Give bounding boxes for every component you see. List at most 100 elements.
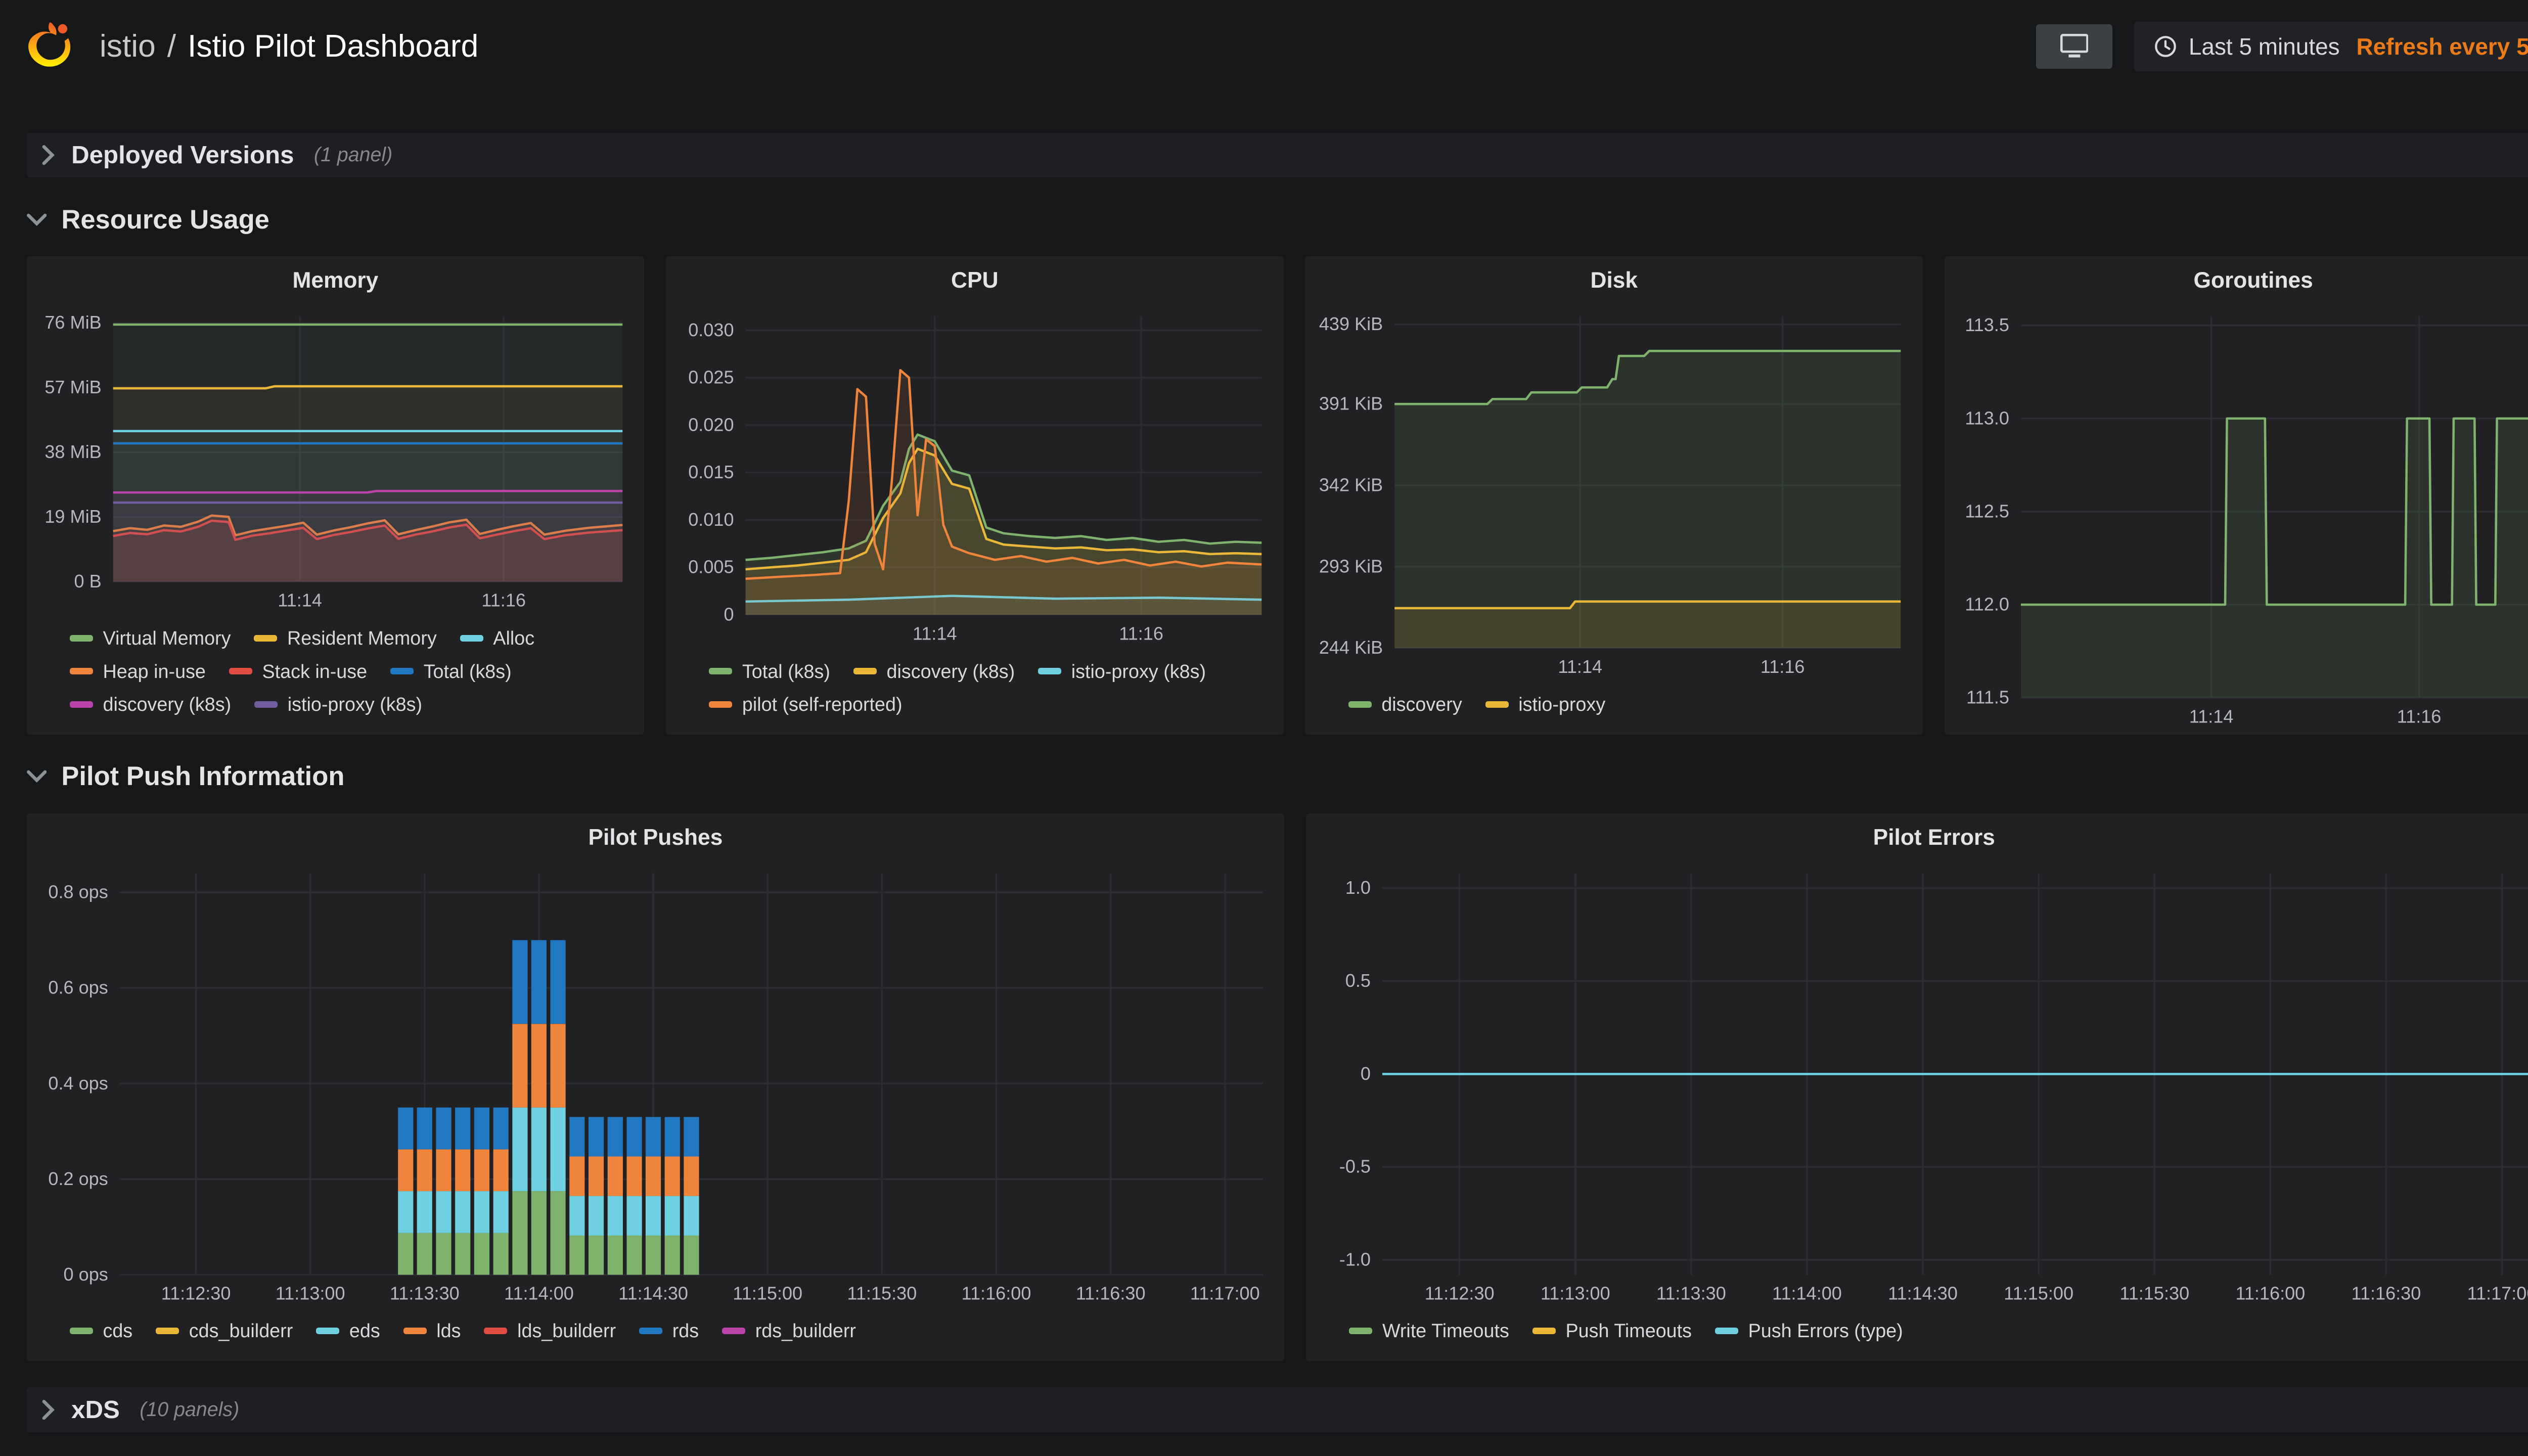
legend-item[interactable]: Push Timeouts <box>1532 1317 1692 1344</box>
svg-text:244 KiB: 244 KiB <box>1319 637 1383 658</box>
row-xds[interactable]: xDS (10 panels) <box>26 1387 2528 1432</box>
legend-swatch-icon <box>1485 701 1509 708</box>
svg-text:0.005: 0.005 <box>688 557 734 577</box>
legend-item[interactable]: Stack in-use <box>229 658 367 685</box>
panel-title[interactable]: Pilot Pushes <box>588 825 723 850</box>
legend-label: discovery <box>1381 694 1462 715</box>
section-title: Pilot Push Information <box>61 761 345 792</box>
pilot-pushes-chart[interactable]: 0 ops 0.2 ops 0.4 ops 0.6 ops 0.8 ops 11:12:3… <box>27 860 1285 1311</box>
legend-swatch-icon <box>1038 668 1062 675</box>
svg-text:11:13:00: 11:13:00 <box>1541 1283 1610 1303</box>
legend-item[interactable]: Resident Memory <box>254 625 437 652</box>
svg-text:11:12:30: 11:12:30 <box>161 1283 231 1303</box>
legend-item[interactable]: Write Timeouts <box>1349 1317 1509 1344</box>
svg-text:112.5: 112.5 <box>1965 501 2009 522</box>
legend-swatch-icon <box>69 634 93 642</box>
svg-text:0.4 ops: 0.4 ops <box>48 1072 108 1093</box>
svg-text:0.2 ops: 0.2 ops <box>48 1168 108 1189</box>
legend-swatch-icon <box>709 701 733 708</box>
svg-text:38 MiB: 38 MiB <box>44 441 101 462</box>
memory-chart[interactable]: 0 B 19 MiB 38 MiB 57 MiB 76 MiB 11:14 11:16 <box>27 303 645 618</box>
legend-item[interactable]: eds <box>316 1317 380 1344</box>
legend-swatch-icon <box>639 1328 663 1335</box>
row-deployed-versions[interactable]: Deployed Versions (1 panel) <box>26 132 2528 178</box>
pilot-errors-legend: Write Timeouts Push Timeouts Push Errors (… <box>1306 1311 2528 1360</box>
disk-chart[interactable]: 244 KiB 293 KiB 342 KiB 391 KiB 439 KiB 11:14… <box>1305 303 1923 685</box>
svg-text:11:16:30: 11:16:30 <box>1075 1283 1145 1303</box>
refresh-interval-label[interactable]: Refresh every 5s <box>2356 33 2528 60</box>
legend-item[interactable]: cds_builderr <box>156 1317 293 1344</box>
svg-text:11:16:00: 11:16:00 <box>2235 1283 2305 1303</box>
legend-swatch-icon <box>69 1328 93 1335</box>
svg-text:113.0: 113.0 <box>1965 407 2009 428</box>
legend-label: eds <box>349 1320 380 1342</box>
legend-item[interactable]: discovery <box>1348 691 1462 718</box>
breadcrumb-folder[interactable]: istio <box>99 29 156 64</box>
row-pilot-push-information[interactable]: Pilot Push Information <box>26 761 2528 792</box>
row-resource-usage[interactable]: Resource Usage <box>26 204 2528 235</box>
legend-item[interactable]: istio-proxy <box>1485 691 1605 718</box>
panel-cpu: CPU 0 0.005 0.010 0.015 0.020 0.025 0.030 11:14… <box>665 256 1284 735</box>
legend-item[interactable]: rds_builderr <box>722 1317 856 1344</box>
legend-label: rds <box>672 1320 699 1342</box>
svg-text:11:14: 11:14 <box>1558 656 1603 677</box>
legend-item[interactable]: Virtual Memory <box>69 625 231 652</box>
row-title: Deployed Versions <box>71 141 294 169</box>
legend-item[interactable]: pilot (self-reported) <box>709 691 902 718</box>
panel-title[interactable]: Memory <box>292 268 379 293</box>
legend-item[interactable]: lds_builderr <box>484 1317 616 1344</box>
panel-title[interactable]: Goroutines <box>2193 268 2313 293</box>
legend-label: Alloc <box>493 627 535 649</box>
panel-pilot-errors: Pilot Errors -1.0 -0.5 0 0.5 1.0 11:12:30 11:1… <box>1305 813 2528 1361</box>
monitor-icon <box>2060 34 2089 58</box>
legend-label: lds_builderr <box>517 1320 616 1342</box>
svg-text:19 MiB: 19 MiB <box>44 506 101 527</box>
svg-text:11:14: 11:14 <box>278 590 322 611</box>
svg-text:11:16: 11:16 <box>481 590 526 611</box>
tv-mode-button[interactable] <box>2036 24 2112 69</box>
legend-item[interactable]: Heap in-use <box>69 658 206 685</box>
svg-text:111.5: 111.5 <box>1966 687 2009 708</box>
svg-text:11:12:30: 11:12:30 <box>1425 1283 1495 1303</box>
pilot-push-panels: Pilot Pushes 0 ops 0.2 ops 0.4 ops 0.6 ops 0… <box>26 813 2528 1361</box>
svg-text:0.025: 0.025 <box>688 367 734 388</box>
panel-goroutines: Goroutines 111.5 112.0 112.5 113.0 113.5 11:1… <box>1944 256 2528 735</box>
legend-label: istio-proxy (k8s) <box>287 694 423 715</box>
goroutines-chart[interactable]: 111.5 112.0 112.5 113.0 113.5 11:14 11:16 <box>1945 303 2528 734</box>
svg-text:11:16: 11:16 <box>2397 706 2442 727</box>
breadcrumb-separator: / <box>167 29 176 64</box>
legend-item[interactable]: discovery (k8s) <box>853 658 1015 685</box>
legend-item[interactable]: Total (k8s) <box>709 658 830 685</box>
legend-item[interactable]: Push Errors (type) <box>1714 1317 1903 1344</box>
legend-item[interactable]: istio-proxy (k8s) <box>254 691 422 718</box>
panel-memory: Memory 0 B 19 MiB 38 MiB 57 MiB 76 MiB 11:14 1… <box>26 256 645 735</box>
time-picker[interactable]: Last 5 minutes Refresh every 5s <box>2134 21 2528 72</box>
svg-text:112.0: 112.0 <box>1965 594 2009 615</box>
svg-text:11:15:00: 11:15:00 <box>2004 1283 2073 1303</box>
legend-item[interactable]: rds <box>639 1317 699 1344</box>
time-range-label[interactable]: Last 5 minutes <box>2188 33 2340 60</box>
svg-text:391 KiB: 391 KiB <box>1319 393 1383 414</box>
legend-item[interactable]: discovery (k8s) <box>69 691 231 718</box>
legend-swatch-icon <box>69 701 93 708</box>
svg-text:11:17:00: 11:17:00 <box>2467 1283 2528 1303</box>
panel-title[interactable]: Pilot Errors <box>1873 825 1995 850</box>
legend-swatch-icon <box>254 634 278 642</box>
legend-label: Total (k8s) <box>423 660 512 682</box>
grafana-logo-icon[interactable] <box>20 17 79 76</box>
svg-text:0 ops: 0 ops <box>63 1264 108 1285</box>
legend-item[interactable]: Total (k8s) <box>390 658 512 685</box>
pilot-errors-chart[interactable]: -1.0 -0.5 0 0.5 1.0 11:12:30 11:13:00 11:13:30 1… <box>1306 860 2528 1311</box>
legend-label: lds <box>436 1320 461 1342</box>
legend-item[interactable]: cds <box>69 1317 132 1344</box>
legend-item[interactable]: lds <box>403 1317 461 1344</box>
cpu-chart[interactable]: 0 0.005 0.010 0.015 0.020 0.025 0.030 11:14 11:1… <box>666 303 1284 651</box>
panel-title[interactable]: CPU <box>951 268 999 293</box>
legend-item[interactable]: istio-proxy (k8s) <box>1038 658 1206 685</box>
row-title: xDS <box>71 1396 120 1424</box>
legend-item[interactable]: Alloc <box>460 625 534 652</box>
svg-text:11:14:30: 11:14:30 <box>618 1283 688 1303</box>
panel-title[interactable]: Disk <box>1590 268 1638 293</box>
row-panel-count: (1 panel) <box>313 144 393 166</box>
